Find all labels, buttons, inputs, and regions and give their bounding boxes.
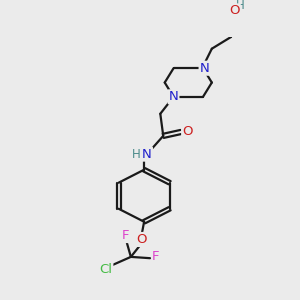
Text: F: F xyxy=(122,229,130,242)
Text: O: O xyxy=(136,233,146,246)
Text: H: H xyxy=(236,0,245,12)
Text: O: O xyxy=(182,125,193,139)
Text: O: O xyxy=(229,4,240,17)
Text: F: F xyxy=(152,250,160,263)
Text: H: H xyxy=(131,148,140,160)
Text: N: N xyxy=(169,90,178,103)
Text: N: N xyxy=(200,62,209,75)
Text: N: N xyxy=(142,148,152,160)
Text: Cl: Cl xyxy=(99,262,112,276)
